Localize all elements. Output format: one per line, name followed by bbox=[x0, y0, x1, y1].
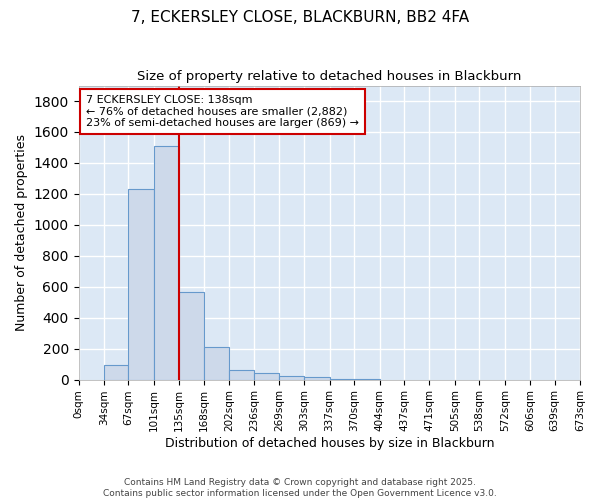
Bar bbox=[279, 376, 304, 380]
Bar bbox=[254, 372, 279, 380]
Bar bbox=[329, 379, 354, 380]
Bar bbox=[128, 189, 154, 380]
Text: 7, ECKERSLEY CLOSE, BLACKBURN, BB2 4FA: 7, ECKERSLEY CLOSE, BLACKBURN, BB2 4FA bbox=[131, 10, 469, 25]
X-axis label: Distribution of detached houses by size in Blackburn: Distribution of detached houses by size … bbox=[164, 437, 494, 450]
Bar bbox=[354, 379, 380, 380]
Title: Size of property relative to detached houses in Blackburn: Size of property relative to detached ho… bbox=[137, 70, 521, 83]
Text: Contains HM Land Registry data © Crown copyright and database right 2025.
Contai: Contains HM Land Registry data © Crown c… bbox=[103, 478, 497, 498]
Bar bbox=[179, 292, 204, 380]
Bar bbox=[229, 370, 254, 380]
Y-axis label: Number of detached properties: Number of detached properties bbox=[15, 134, 28, 331]
Bar bbox=[154, 146, 179, 380]
Text: 7 ECKERSLEY CLOSE: 138sqm
← 76% of detached houses are smaller (2,882)
23% of se: 7 ECKERSLEY CLOSE: 138sqm ← 76% of detac… bbox=[86, 95, 359, 128]
Bar bbox=[304, 378, 329, 380]
Bar bbox=[204, 347, 229, 380]
Bar bbox=[104, 365, 128, 380]
